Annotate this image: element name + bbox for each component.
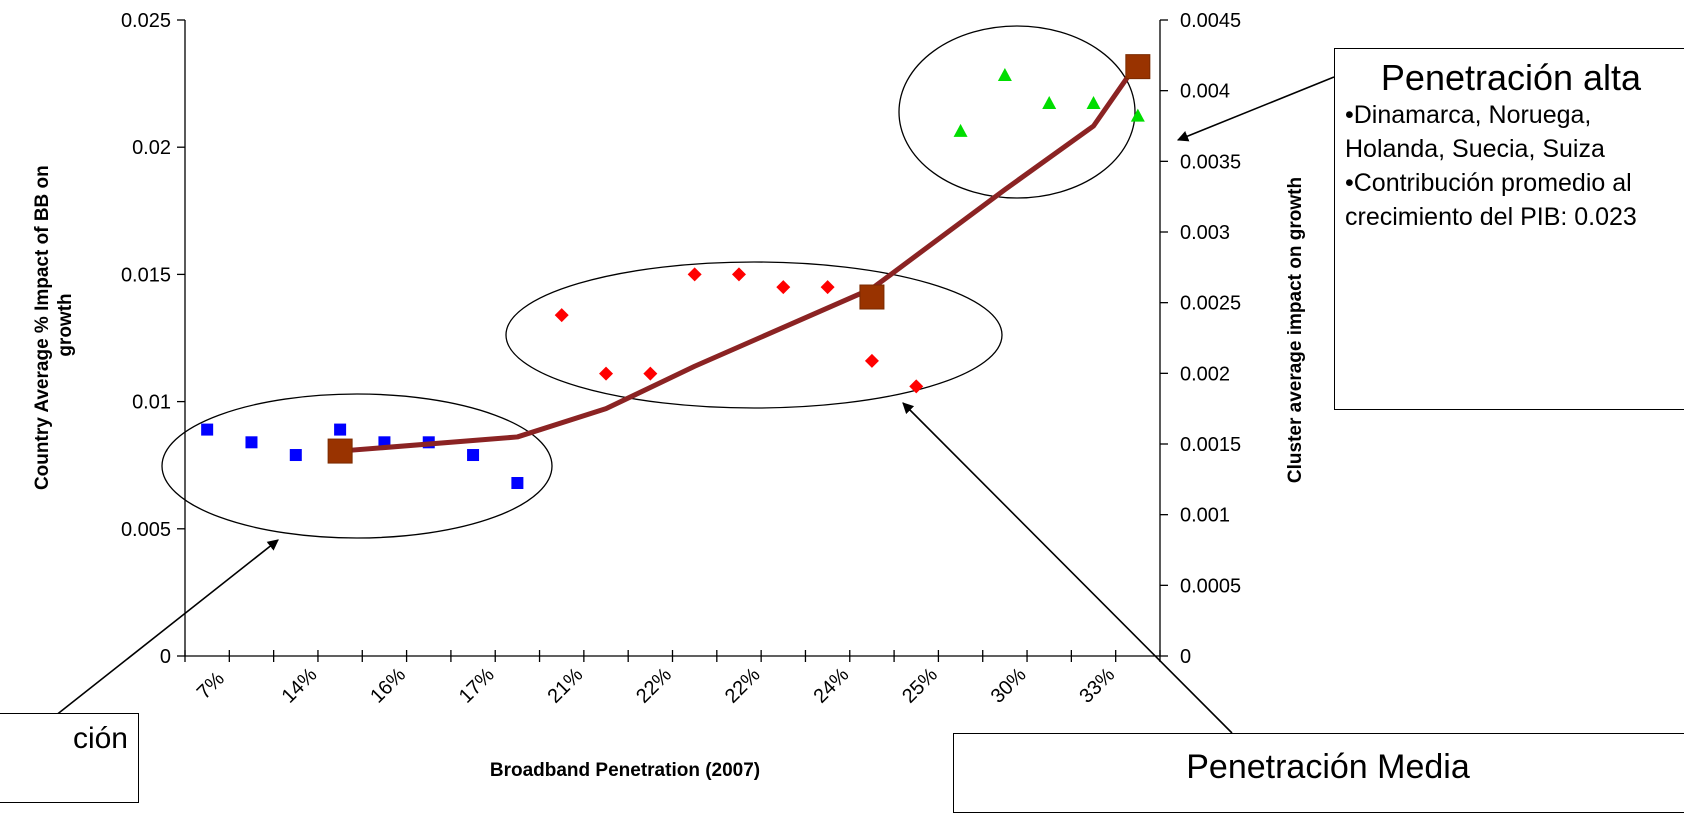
data-point-low (289, 449, 302, 462)
cluster-trend-line (339, 60, 1140, 454)
y-left-axis-title-line1: Country Average % Impact of BB on (32, 165, 53, 490)
x-tick-label: 22% (721, 664, 765, 708)
y-left-tick-label: 0.01 (132, 392, 171, 414)
cluster-ellipse-high (898, 25, 1136, 199)
data-point-low (201, 423, 214, 436)
y-right-tick-label: 0.0005 (1180, 575, 1241, 597)
callout-mid-title: Penetración Media (1186, 748, 1470, 786)
data-point-mid (554, 308, 569, 323)
callout-high-title: Penetración alta (1380, 57, 1642, 98)
y-left-tick-label: 0 (160, 646, 171, 668)
y-right-axis-title: Cluster average impact on growth (1285, 177, 1306, 483)
cluster-ellipse-low (161, 393, 553, 539)
y-right-tick-label: 0.0035 (1180, 151, 1241, 173)
callout-low-title: ción (72, 722, 128, 755)
axes: 0 0.005 0.01 0.015 0.02 0.025 0 0.0005 0.001 0.00… (121, 10, 1241, 708)
data-point-low (511, 477, 524, 490)
y-right-tick-label: 0.0025 (1180, 293, 1241, 315)
x-tick-label: 21% (544, 664, 588, 708)
data-point-high (997, 67, 1012, 81)
data-point-mid (776, 280, 791, 295)
y-right-tick-label: 0.001 (1180, 505, 1230, 527)
data-point-mid (643, 366, 658, 381)
arrow-high-callout (1176, 76, 1335, 142)
callout-high-countries: •Dinamarca, Noruega, Holanda, Suecia, Su… (1345, 101, 1605, 163)
y-right-tick-label: 0 (1180, 646, 1191, 668)
y-right-tick-label: 0.0015 (1180, 434, 1241, 456)
chart: 0 0.005 0.01 0.015 0.02 0.025 0 0.0005 0.001 0.00… (32, 10, 1335, 781)
x-tick-label: 25% (898, 664, 942, 708)
y-left-tick-label: 0.005 (121, 519, 171, 541)
y-right-tick-label: 0.004 (1180, 81, 1230, 103)
plot-area (201, 54, 1151, 490)
x-tick-label: 24% (809, 664, 853, 708)
data-point-mid (687, 267, 702, 282)
data-point-mid (909, 379, 924, 394)
cluster-average-marker (859, 284, 885, 310)
data-point-high (953, 123, 968, 137)
data-point-low (467, 449, 480, 462)
y-left-axis-title-line2: growth (55, 293, 76, 356)
x-tick-label: 17% (455, 664, 499, 708)
data-point-mid (599, 366, 614, 381)
x-tick-label: 16% (366, 664, 410, 708)
data-point-mid (864, 353, 879, 368)
callout-high-contribution: •Contribución promedio al crecimiento de… (1345, 169, 1637, 231)
cluster-average-marker (327, 438, 353, 464)
y-left-tick-label: 0.025 (121, 10, 171, 32)
callout-mid-penetration: Penetración Media (953, 733, 1684, 813)
y-right-tick-label: 0.003 (1180, 222, 1230, 244)
x-axis-title: Broadband Penetration (2007) (490, 760, 760, 781)
data-point-mid (820, 280, 835, 295)
cluster-average-marker (1125, 54, 1151, 80)
callout-low-penetration: ción (0, 713, 139, 803)
x-tick-label: 7% (193, 668, 229, 704)
data-point-high (1042, 95, 1057, 109)
cluster-ellipses (161, 25, 1136, 539)
x-tick-label: 22% (632, 664, 676, 708)
y-left-tick-label: 0.02 (132, 137, 171, 159)
x-tick-label: 33% (1075, 664, 1119, 708)
data-point-high (1130, 108, 1145, 122)
arrow-mid-callout (902, 402, 1233, 734)
arrow-low-callout (54, 539, 279, 717)
data-point-mid (731, 267, 746, 282)
data-point-low (245, 436, 258, 449)
y-left-tick-label: 0.015 (121, 264, 171, 286)
callout-high-penetration: Penetración alta •Dinamarca, Noruega, Ho… (1334, 48, 1684, 410)
callout-arrows (54, 76, 1335, 734)
y-right-tick-label: 0.002 (1180, 363, 1230, 385)
data-point-low (334, 423, 347, 436)
x-tick-label: 14% (278, 664, 322, 708)
cluster-ellipse-mid (505, 261, 1003, 409)
x-tick-label: 30% (987, 664, 1031, 708)
data-point-high (1086, 95, 1101, 109)
y-right-tick-label: 0.0045 (1180, 10, 1241, 32)
y-left-axis-title: Country Average % Impact of BB on growth (32, 160, 76, 490)
